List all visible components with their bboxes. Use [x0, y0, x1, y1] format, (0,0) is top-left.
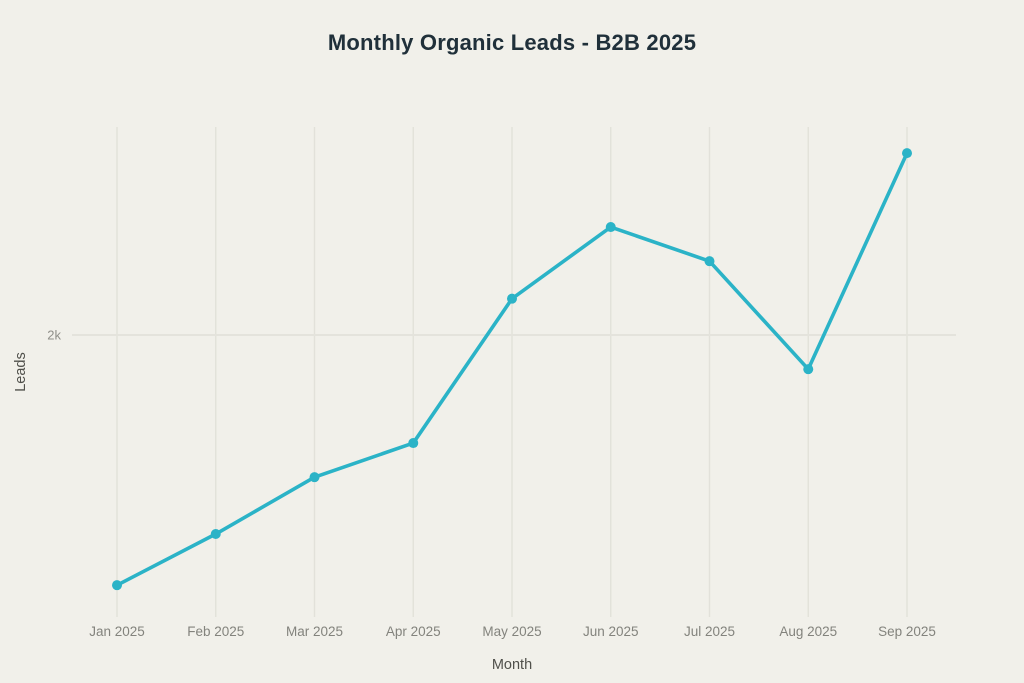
data-point-marker [605, 222, 616, 233]
y-tick-label: 2k [47, 328, 61, 343]
x-tick-label: Sep 2025 [878, 624, 936, 639]
x-tick-label: Jul 2025 [684, 624, 735, 639]
data-point-marker [408, 438, 419, 449]
x-tick-label: Apr 2025 [386, 624, 441, 639]
x-tick-label: Aug 2025 [779, 624, 837, 639]
data-point-marker [112, 580, 122, 591]
x-axis-title: Month [491, 657, 533, 673]
x-tick-label: Jan 2025 [89, 624, 145, 639]
data-point-marker [803, 364, 814, 375]
chart-title: Monthly Organic Leads - B2B 2025 [327, 30, 697, 55]
x-tick-label: Feb 2025 [187, 624, 244, 639]
x-tick-label: Jun 2025 [583, 624, 639, 639]
y-axis-title: Leads [13, 352, 29, 392]
data-point-marker [902, 148, 912, 159]
data-point-marker [704, 256, 715, 267]
data-point-marker [507, 293, 517, 304]
x-tick-label: Mar 2025 [286, 624, 343, 639]
data-point-marker [309, 472, 320, 483]
data-point-marker [210, 529, 221, 540]
x-tick-label: May 2025 [482, 624, 541, 639]
